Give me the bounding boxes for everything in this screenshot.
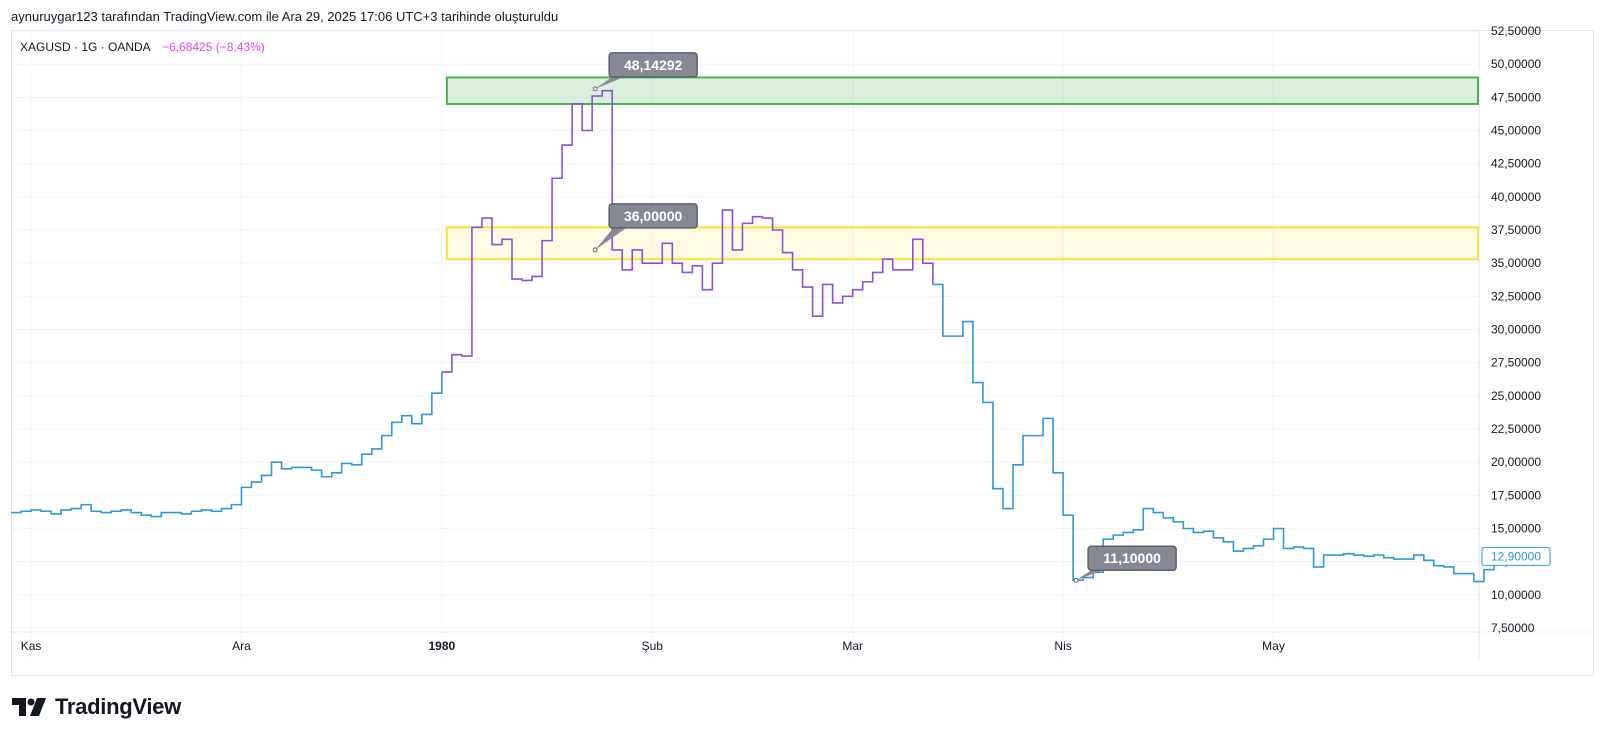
y-tick-label: 35,00000 (1491, 256, 1541, 270)
price-callout[interactable]: 36,00000 (592, 203, 698, 253)
callout-label: 48,14292 (624, 57, 683, 73)
time-axis[interactable]: Kas Ara 1980 Şub Mar Nis May (21, 639, 1285, 653)
y-tick-label: 10,00000 (1491, 588, 1541, 602)
y-tick-label: 52,50000 (1491, 24, 1541, 38)
brand-name: TradingView (55, 694, 181, 719)
callout-pointer (1076, 568, 1109, 581)
price-series[interactable] (11, 89, 1505, 583)
callout-label: 36,00000 (624, 208, 683, 224)
brand[interactable]: TradingView (12, 694, 181, 720)
last-price-tag[interactable] (1481, 546, 1551, 566)
callout-box[interactable] (608, 203, 698, 229)
green-zone-rect[interactable] (445, 76, 1479, 105)
y-tick-label: 50,00000 (1491, 57, 1541, 71)
price-axis[interactable]: 7,5000010,0000012,5000015,0000017,500002… (1481, 24, 1551, 635)
y-tick-label: 45,00000 (1491, 124, 1541, 138)
y-tick-label: 40,00000 (1491, 190, 1541, 204)
callout-box[interactable] (1087, 545, 1177, 571)
x-tick-label: Kas (21, 639, 42, 653)
last-price-label: 12,90000 (1491, 549, 1541, 563)
y-tick-label: 30,00000 (1491, 323, 1541, 337)
x-tick-label: Ara (232, 639, 251, 653)
y-tick-label: 7,50000 (1491, 621, 1535, 635)
y-tick-label: 27,50000 (1491, 356, 1541, 370)
tradingview-logo-icon (12, 698, 46, 716)
callout-anchor (592, 247, 598, 253)
y-tick-label: 15,00000 (1491, 522, 1541, 536)
y-tick-label: 42,50000 (1491, 157, 1541, 171)
callout-box[interactable] (608, 52, 698, 78)
price-callout[interactable]: 11,10000 (1073, 545, 1177, 583)
callout-anchor (1073, 577, 1079, 583)
y-tick-label: 47,50000 (1491, 90, 1541, 104)
grid-lines (12, 30, 1594, 660)
series-line-early[interactable] (11, 371, 443, 518)
callout-pointer (595, 74, 630, 89)
symbol-label: XAGUSD · 1G · OANDA (20, 40, 151, 54)
x-tick-label: 1980 (429, 639, 456, 653)
y-tick-label: 32,50000 (1491, 289, 1541, 303)
x-tick-label: May (1262, 639, 1285, 653)
x-tick-label: Mar (842, 639, 863, 653)
callout-anchor (592, 86, 598, 92)
x-tick-label: Şub (642, 639, 664, 653)
y-tick-label: 17,50000 (1491, 488, 1541, 502)
y-tick-label: 25,00000 (1491, 389, 1541, 403)
series-line-late[interactable] (932, 283, 1505, 583)
callout-label: 11,10000 (1103, 550, 1161, 566)
y-tick-label: 37,50000 (1491, 223, 1541, 237)
price-callout[interactable]: 48,14292 (592, 52, 698, 92)
zone-rectangles[interactable] (445, 76, 1479, 261)
price-callouts[interactable]: 48,14292 36,00000 11,10000 (592, 52, 1177, 583)
price-chart[interactable]: 48,14292 36,00000 11,10000 7,50000 10,00000… (0, 0, 1600, 690)
callout-pointer (595, 225, 630, 250)
change-label: −6,68425 (−8,43%) (162, 40, 265, 54)
x-tick-label: Nis (1054, 639, 1071, 653)
y-tick-label: 20,00000 (1491, 455, 1541, 469)
chart-caption: aynuruygar123 tarafından TradingView.com… (11, 9, 559, 24)
y-tick-label: 22,50000 (1491, 422, 1541, 436)
series-line-mid[interactable] (441, 89, 934, 373)
